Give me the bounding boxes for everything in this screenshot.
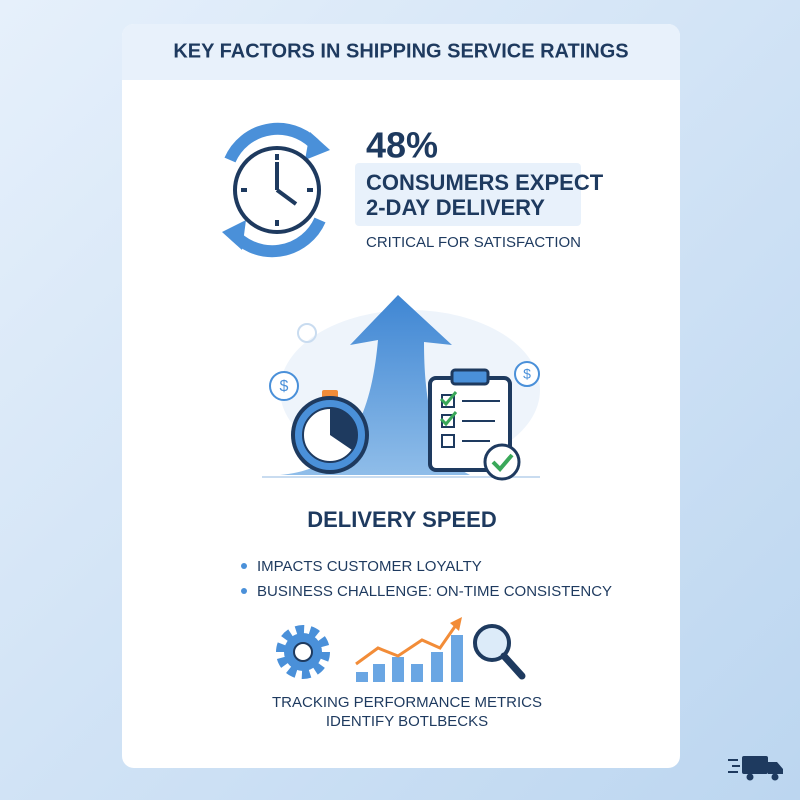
stat-line: 2-DAY DELIVERY <box>366 195 545 220</box>
clock-icon <box>222 122 330 258</box>
footer-line: IDENTIFY BOTLBECKS <box>326 713 488 730</box>
bullet <box>241 588 247 594</box>
magnifier-icon <box>473 624 526 680</box>
bullet-text: BUSINESS CHALLENGE: ON-TIME CONSISTENCY <box>257 583 612 600</box>
footer-line: TRACKING PERFORMANCE METRICS <box>272 694 542 711</box>
chart-icon <box>355 617 463 682</box>
bullet-text: IMPACTS CUSTOMER LOYALTY <box>257 558 482 575</box>
header-band <box>122 24 680 80</box>
stat-value: 48% <box>366 125 438 166</box>
stat-note: CRITICAL FOR SATISFACTION <box>366 234 581 251</box>
gear-icon <box>276 625 330 679</box>
growth-illustration: $ $ <box>262 295 540 481</box>
truck-icon <box>728 756 783 781</box>
stat-highlight <box>355 163 581 226</box>
title: KEY FACTORS IN SHIPPING SERVICE RATINGS <box>173 40 628 62</box>
dollar-sign: $ <box>523 366 531 382</box>
stat-line: CONSUMERS EXPECT <box>366 170 604 195</box>
dollar-sign: $ <box>280 378 289 395</box>
section-title: DELIVERY SPEED <box>307 507 497 532</box>
bullet <box>241 563 247 569</box>
